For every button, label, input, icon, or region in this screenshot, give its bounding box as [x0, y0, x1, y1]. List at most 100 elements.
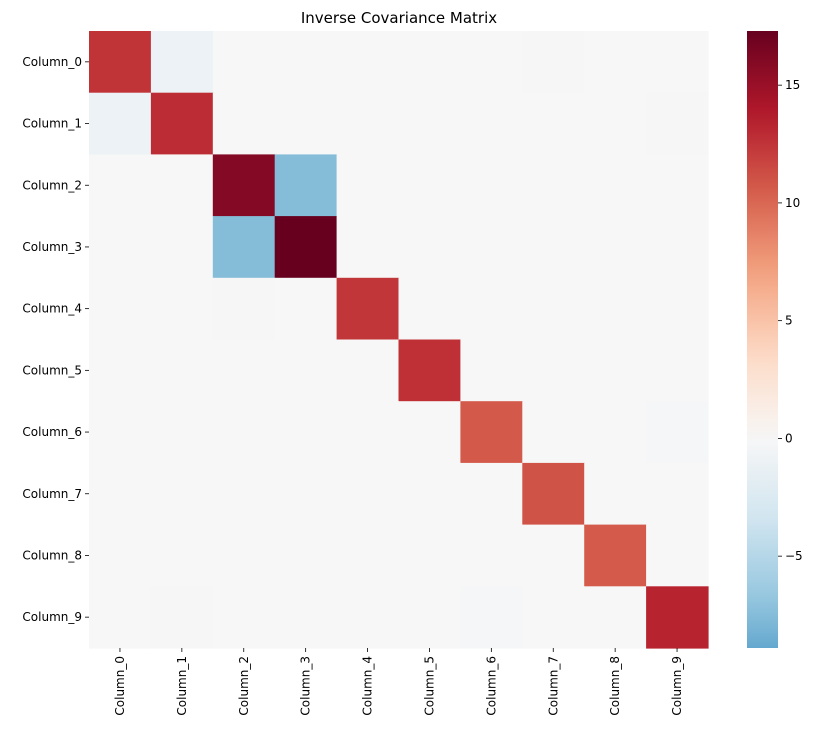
column-label: Column_8 [608, 656, 622, 716]
row-label: Column_5 [22, 363, 82, 377]
heatmap-cell [89, 31, 152, 94]
heatmap-cell [336, 462, 400, 526]
heatmap-cell [274, 31, 338, 94]
heatmap-cell [522, 216, 585, 279]
heatmap-cell [522, 92, 585, 155]
heatmap-cell [584, 524, 647, 587]
heatmap-cell [522, 524, 585, 587]
heatmap-cell [336, 586, 400, 649]
heatmap-cell [274, 339, 338, 402]
heatmap-cell [398, 401, 461, 464]
heatmap-cell [336, 524, 400, 587]
heatmap-cell [89, 401, 152, 464]
row-label: Column_8 [22, 548, 82, 562]
heatmap-cell [460, 339, 523, 402]
heatmap-cell [646, 586, 709, 649]
row-label: Column_2 [22, 178, 82, 192]
heatmap-cell [274, 277, 338, 341]
column-label: Column_6 [484, 656, 498, 716]
heatmap-cell [89, 586, 152, 649]
heatmap-cell [336, 277, 400, 341]
heatmap-cell [398, 31, 461, 94]
heatmap-cell [150, 92, 214, 155]
column-label: Column_5 [422, 656, 436, 716]
colorbar-tick-label: −5 [785, 549, 803, 563]
row-label: Column_1 [22, 117, 82, 131]
heatmap-cell [212, 31, 276, 94]
heatmap-cell [274, 586, 338, 649]
heatmap-cell [212, 277, 276, 341]
heatmap-cell [460, 92, 523, 155]
heatmap-cell [584, 277, 647, 341]
heatmap-cell [398, 339, 461, 402]
heatmap-cell [89, 277, 152, 341]
heatmap-cell [584, 401, 647, 464]
heatmap-cell [336, 339, 400, 402]
heatmap-cell [460, 277, 523, 341]
colorbar-tick-label: 10 [785, 196, 800, 210]
column-label: Column_4 [361, 656, 375, 716]
heatmap-cell [460, 154, 523, 217]
heatmap-cell [336, 401, 400, 464]
column-label: Column_7 [546, 656, 560, 716]
colorbar: −5 0 5 10 15 [747, 31, 803, 648]
heatmap-cell [212, 524, 276, 587]
heatmap-cell [398, 154, 461, 217]
heatmap-cell [584, 586, 647, 649]
colorbar-ticks: −5 0 5 10 15 [778, 78, 803, 563]
row-label: Column_7 [22, 487, 82, 501]
heatmap-cell [274, 401, 338, 464]
heatmap-cell [646, 154, 709, 217]
heatmap-cell [212, 586, 276, 649]
heatmap-cell [646, 462, 709, 526]
heatmap-cell [460, 462, 523, 526]
heatmap-cell [212, 154, 276, 217]
heatmap-cell [336, 92, 400, 155]
heatmap-cell [646, 401, 709, 464]
heatmap-cell [522, 401, 585, 464]
heatmap-cell [212, 92, 276, 155]
heatmap-cell [522, 31, 585, 94]
colorbar-tick-label: 0 [785, 431, 793, 445]
colorbar-gradient [747, 31, 778, 648]
row-label: Column_0 [22, 55, 82, 69]
heatmap-cell [150, 401, 214, 464]
row-label: Column_4 [22, 302, 82, 316]
heatmap-cell [89, 462, 152, 526]
row-labels: Column_0 Column_1 Column_2 Column_3 Column_4… [22, 55, 89, 624]
column-label: Column_3 [299, 656, 313, 716]
heatmap-cell [212, 216, 276, 279]
colorbar-tick-label: 5 [785, 314, 793, 328]
heatmap-cell [89, 524, 152, 587]
heatmap-cell [584, 31, 647, 94]
heatmap-cell [150, 524, 214, 587]
chart-title: Inverse Covariance Matrix [301, 9, 497, 27]
heatmap-cell [460, 31, 523, 94]
heatmap-cell [336, 31, 400, 94]
heatmap-cell [274, 524, 338, 587]
heatmap-cell [584, 462, 647, 526]
heatmap-cell [212, 401, 276, 464]
heatmap-cell [460, 524, 523, 587]
heatmap-cell [398, 462, 461, 526]
heatmap-cell [646, 92, 709, 155]
heatmap-cell [274, 92, 338, 155]
heatmap-cell [646, 277, 709, 341]
heatmap-cell [522, 339, 585, 402]
heatmap-cell [274, 154, 338, 217]
heatmap-cell [460, 401, 523, 464]
heatmap-cell [460, 216, 523, 279]
heatmap-cell [150, 31, 214, 94]
heatmap-cell [150, 154, 214, 217]
heatmap-cell [522, 277, 585, 341]
heatmap-cell [89, 92, 152, 155]
heatmap-cell [646, 524, 709, 587]
heatmap-cells [89, 31, 709, 649]
heatmap-cell [336, 154, 400, 217]
column-label: Column_0 [113, 656, 127, 716]
heatmap-cell [89, 339, 152, 402]
heatmap-cell [584, 216, 647, 279]
heatmap-cell [89, 154, 152, 217]
row-label: Column_9 [22, 610, 82, 624]
